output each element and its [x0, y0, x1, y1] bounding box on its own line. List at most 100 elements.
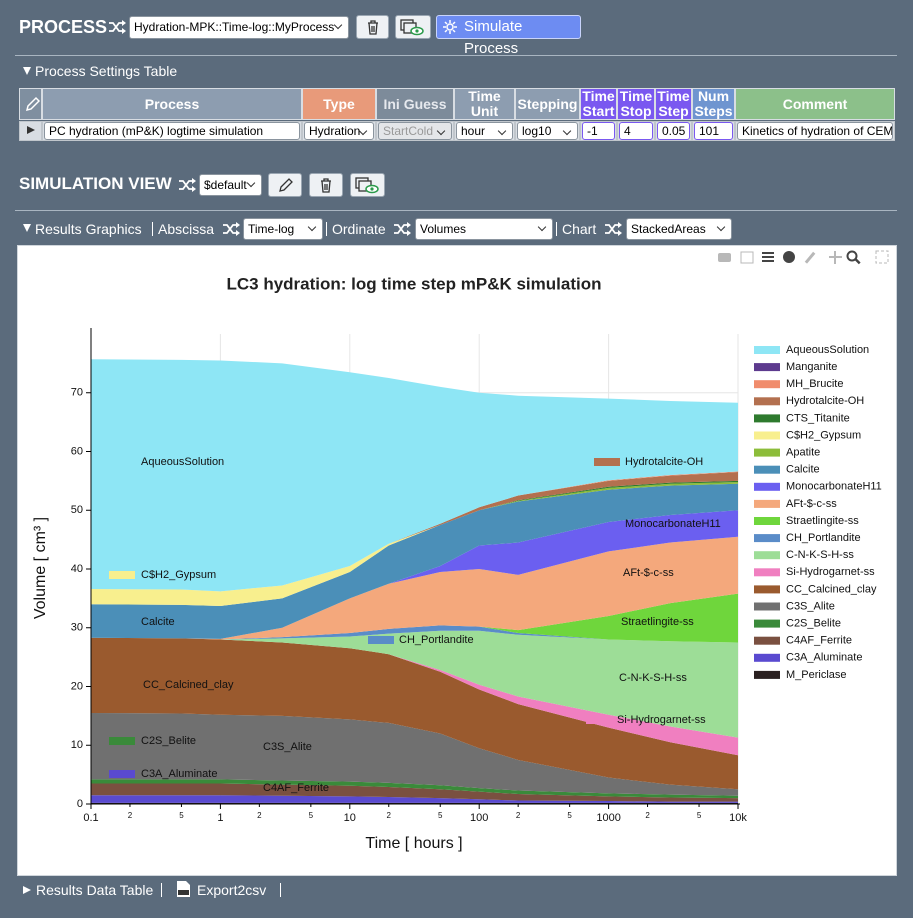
cell-input[interactable]: Kinetics of hydration of CEM- — [737, 122, 893, 140]
edit-icon[interactable] — [24, 96, 40, 112]
cell-select[interactable]: Hydration — [304, 122, 374, 140]
separator — [15, 55, 897, 56]
legend-label: MH_Brucite — [786, 378, 843, 390]
field-label: Ordinate — [332, 221, 386, 237]
view-select[interactable]: $default — [199, 174, 262, 196]
ordinate-select[interactable]: Volumes — [415, 218, 553, 240]
legend-swatch — [754, 482, 780, 491]
shuffle-icon[interactable] — [178, 178, 196, 192]
field-label: Abscissa — [158, 221, 215, 237]
area-label: C3A_Aluminate — [141, 768, 217, 780]
x-tick-label: 5 — [309, 811, 314, 820]
collapse-icon[interactable] — [23, 67, 31, 75]
y-tick-label: 50 — [71, 504, 83, 516]
y-tick-label: 70 — [71, 387, 83, 399]
legend-swatch — [754, 465, 780, 474]
edit-button[interactable] — [268, 173, 302, 197]
legend-swatch — [754, 499, 780, 508]
cell-select[interactable]: hour — [456, 122, 513, 140]
legend-label: C3A_Aluminate — [786, 652, 862, 664]
shuffle-icon[interactable] — [604, 222, 622, 236]
x-tick-label: 5 — [697, 811, 702, 820]
x-tick-label: 5 — [438, 811, 443, 820]
separator — [15, 210, 897, 211]
area-label: C4AF_Ferrite — [263, 782, 329, 794]
area-label: Hydrotalcite-OH — [625, 456, 703, 468]
legend-label: AqueousSolution — [786, 344, 869, 356]
legend-label: Si-Hydrogarnet-ss — [786, 566, 875, 578]
x-tick-label: 10 — [344, 812, 356, 824]
cell-input[interactable]: 101 — [694, 122, 733, 140]
area — [91, 359, 738, 592]
x-tick-label: 1 — [217, 812, 223, 824]
divider — [556, 222, 557, 236]
section-label[interactable]: Results Graphics — [35, 221, 142, 237]
simulate-button[interactable]: Simulate Process — [436, 15, 581, 57]
legend-label: C3S_Alite — [786, 600, 835, 612]
x-tick-label: 2 — [516, 811, 521, 820]
shuffle-icon[interactable] — [108, 20, 126, 34]
x-tick-label: 2 — [387, 811, 392, 820]
cell-input[interactable]: 0.05 — [657, 122, 690, 140]
section-label[interactable]: Results Data Table — [36, 882, 154, 898]
column-header: Type — [302, 88, 376, 120]
y-tick-label: 60 — [71, 445, 83, 457]
legend-swatch — [754, 653, 780, 662]
chart-title: LC3 hydration: log time step mP&K simula… — [227, 274, 602, 293]
column-header: Num Steps — [692, 88, 735, 120]
label-swatch — [586, 716, 612, 724]
column-header: Time Start — [580, 88, 617, 120]
eye-icon — [400, 19, 424, 36]
y-tick-label: 0 — [77, 798, 83, 810]
area-label: Si-Hydrogarnet-ss — [617, 714, 706, 726]
cell-input[interactable]: 4 — [619, 122, 653, 140]
cell-select[interactable]: log10 — [517, 122, 578, 140]
legend-swatch — [754, 397, 780, 406]
chart-panel: LC3 hydration: log time step mP&K simula… — [17, 245, 897, 876]
y-tick-label: 10 — [71, 739, 83, 751]
column-header: Process — [42, 88, 302, 120]
area — [91, 483, 738, 639]
chart-select[interactable]: StackedAreas — [626, 218, 732, 240]
cell-input[interactable]: PC hydration (mP&K) logtime simulation — [44, 122, 300, 140]
legend-swatch — [754, 670, 780, 679]
section-label[interactable]: Process Settings Table — [35, 63, 178, 79]
y-tick-label: 20 — [71, 680, 83, 692]
legend-label: Hydrotalcite-OH — [786, 395, 864, 407]
collapse-icon[interactable] — [23, 224, 31, 232]
cell-select[interactable]: StartCold — [378, 122, 452, 140]
x-tick-label: 2 — [645, 811, 650, 820]
column-header: Time Step — [655, 88, 692, 120]
area — [91, 510, 738, 639]
legend-label: C4AF_Ferrite — [786, 635, 852, 647]
label-swatch — [368, 636, 394, 644]
x-tick-label: 5 — [567, 811, 572, 820]
area — [91, 630, 738, 738]
export-button[interactable]: Export2csv — [197, 882, 267, 898]
y-tick-label: 40 — [71, 563, 83, 575]
area-label: CC_Calcined_clay — [143, 679, 234, 691]
process-select[interactable]: Hydration-MPK::Time-log::MyProcess — [129, 16, 349, 39]
column-header: Stepping — [515, 88, 580, 120]
delete-button[interactable] — [309, 173, 343, 197]
area — [91, 779, 738, 799]
legend-swatch — [754, 534, 780, 543]
shuffle-icon[interactable] — [222, 222, 240, 236]
pencil-icon — [279, 178, 293, 192]
legend-label: Straetlingite-ss — [786, 515, 859, 527]
csv-icon[interactable] — [176, 880, 191, 898]
expand-icon[interactable] — [23, 886, 31, 894]
legend-swatch — [754, 602, 780, 611]
chart-toolbar[interactable] — [718, 250, 889, 265]
row-expander[interactable] — [27, 126, 35, 134]
legend-label: C2S_Belite — [786, 618, 841, 630]
cell-input[interactable]: -1 — [582, 122, 615, 140]
abscissa-select[interactable]: Time-log — [243, 218, 323, 240]
x-tick-label: 1000 — [596, 812, 620, 824]
legend-label: CH_Portlandite — [786, 532, 861, 544]
shuffle-icon[interactable] — [393, 222, 411, 236]
legend-swatch — [754, 636, 780, 645]
legend-label: AFt-$-c-ss — [786, 498, 837, 510]
chart: LC3 hydration: log time step mP&K simula… — [32, 250, 889, 852]
legend-label: Apatite — [786, 447, 820, 459]
